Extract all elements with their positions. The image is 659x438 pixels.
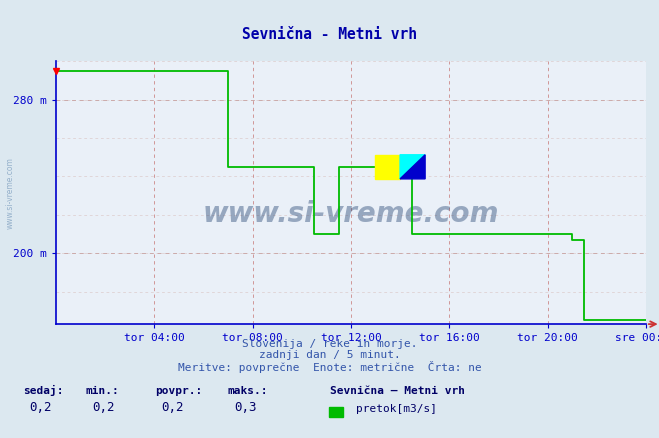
Text: sedaj:: sedaj:	[23, 385, 63, 396]
Text: pretok[m3/s]: pretok[m3/s]	[356, 404, 437, 414]
Text: min.:: min.:	[86, 386, 119, 396]
Text: maks.:: maks.:	[227, 386, 268, 396]
Text: 0,3: 0,3	[234, 401, 256, 414]
Text: Slovenija / reke in morje.: Slovenija / reke in morje.	[242, 339, 417, 350]
Text: Sevnična – Metni vrh: Sevnična – Metni vrh	[330, 386, 465, 396]
Text: 0,2: 0,2	[30, 401, 52, 414]
Text: Sevnična - Metni vrh: Sevnična - Metni vrh	[242, 27, 417, 42]
Text: zadnji dan / 5 minut.: zadnji dan / 5 minut.	[258, 350, 401, 360]
Text: www.si-vreme.com: www.si-vreme.com	[203, 200, 499, 228]
Text: 0,2: 0,2	[92, 401, 115, 414]
Text: www.si-vreme.com: www.si-vreme.com	[5, 157, 14, 229]
Text: 0,2: 0,2	[161, 401, 184, 414]
Text: povpr.:: povpr.:	[155, 386, 202, 396]
Text: Meritve: povprečne  Enote: metrične  Črta: ne: Meritve: povprečne Enote: metrične Črta:…	[178, 361, 481, 373]
